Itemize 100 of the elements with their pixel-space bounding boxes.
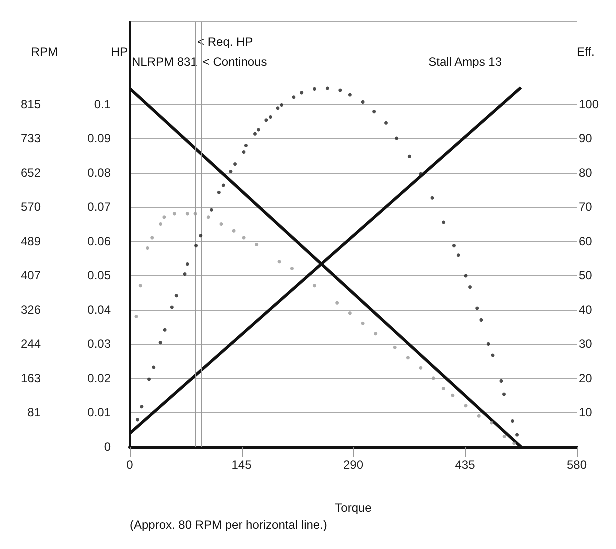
- y2-tick-label: 10: [579, 406, 593, 420]
- point: [206, 216, 210, 220]
- point: [242, 150, 246, 154]
- point: [242, 236, 246, 240]
- point: [140, 405, 144, 409]
- point: [490, 421, 494, 425]
- point: [232, 229, 236, 233]
- y-axis-title: HP: [111, 45, 128, 59]
- point: [158, 341, 162, 345]
- y2-tick-label: 50: [579, 268, 593, 283]
- x-tick-label: 0: [126, 458, 134, 472]
- point: [148, 378, 152, 382]
- y-tick-label: 0.01: [88, 406, 112, 420]
- point: [374, 332, 378, 336]
- point: [502, 434, 506, 438]
- y3-tick-label: 489: [20, 234, 42, 248]
- point: [244, 144, 248, 148]
- point: [326, 86, 330, 90]
- y-tick-label: 0.03: [88, 337, 112, 352]
- point: [146, 246, 150, 250]
- point: [456, 254, 460, 258]
- point: [510, 420, 514, 424]
- point: [512, 442, 516, 446]
- point: [336, 301, 340, 305]
- y2-tick-label: 40: [579, 302, 593, 317]
- point: [393, 346, 397, 350]
- point: [476, 306, 480, 310]
- point: [451, 394, 455, 398]
- y-tick-label: 0.06: [88, 234, 112, 248]
- point: [338, 88, 342, 92]
- point: [170, 306, 174, 310]
- point: [268, 116, 272, 120]
- point: [312, 87, 316, 91]
- point: [134, 315, 138, 319]
- point: [222, 184, 226, 188]
- y-tick-label: 0.09: [88, 132, 112, 146]
- y3-tick-label: 244: [20, 337, 42, 352]
- point: [442, 386, 446, 390]
- point: [486, 342, 490, 346]
- annotation: NLRPM 831: [132, 55, 198, 69]
- point: [256, 128, 260, 132]
- point: [186, 262, 190, 266]
- y3-axis-title: RPM: [31, 45, 58, 59]
- point: [477, 414, 481, 418]
- point: [516, 433, 520, 437]
- y2-tick-label: 70: [579, 200, 593, 214]
- annotation: Stall Amps 13: [428, 55, 502, 69]
- point: [384, 121, 388, 125]
- point: [150, 236, 154, 240]
- x-axis-title: Torque: [335, 501, 372, 515]
- y3-tick-label: 570: [20, 200, 42, 214]
- point: [276, 106, 280, 110]
- y3-tick-label: 733: [20, 132, 42, 146]
- point: [502, 392, 506, 396]
- y2-axis-title: Eff.: [577, 45, 595, 59]
- point: [136, 418, 140, 422]
- point: [210, 208, 214, 212]
- point: [162, 216, 166, 220]
- y2-tick-label: 20: [579, 371, 593, 386]
- y-tick-label: 0: [104, 440, 112, 454]
- point: [255, 243, 259, 247]
- point: [172, 212, 176, 216]
- point: [152, 366, 156, 370]
- y-tick-label: 0.02: [88, 371, 112, 386]
- point: [199, 234, 203, 238]
- point: [361, 100, 365, 104]
- point: [430, 196, 434, 200]
- y-tick-label: 0.05: [88, 268, 112, 283]
- point: [480, 318, 484, 322]
- point: [280, 104, 284, 108]
- y3-tick-label: 326: [20, 302, 42, 317]
- point: [163, 328, 167, 332]
- point: [432, 376, 436, 380]
- y-tick-label: 0.04: [88, 302, 112, 317]
- point: [290, 267, 294, 271]
- y3-tick-label: 163: [20, 371, 42, 386]
- point: [395, 136, 399, 140]
- point: [217, 190, 221, 194]
- y3-tick-label: 81: [28, 406, 42, 420]
- x-tick-label: 290: [343, 458, 364, 472]
- point: [312, 284, 316, 288]
- point: [468, 286, 472, 290]
- point: [264, 118, 268, 122]
- point: [406, 356, 410, 360]
- y-tick-label: 0.07: [88, 200, 112, 214]
- y-tick-label: 0.08: [88, 166, 112, 180]
- point: [159, 222, 163, 226]
- y2-tick-label: 60: [579, 234, 593, 248]
- y2-tick-label: 80: [579, 166, 593, 180]
- ref-line-label: < Continous: [202, 55, 268, 69]
- x-tick-label: 145: [232, 458, 252, 472]
- point: [194, 244, 198, 248]
- point: [292, 96, 296, 100]
- text: (Approx. 80 RPM per horizontal line.): [130, 518, 328, 532]
- point: [442, 220, 446, 224]
- point: [234, 162, 238, 166]
- point: [138, 284, 142, 288]
- x-tick-label: 580: [566, 458, 588, 472]
- point: [452, 244, 456, 248]
- x-tick-label: 435: [455, 458, 476, 472]
